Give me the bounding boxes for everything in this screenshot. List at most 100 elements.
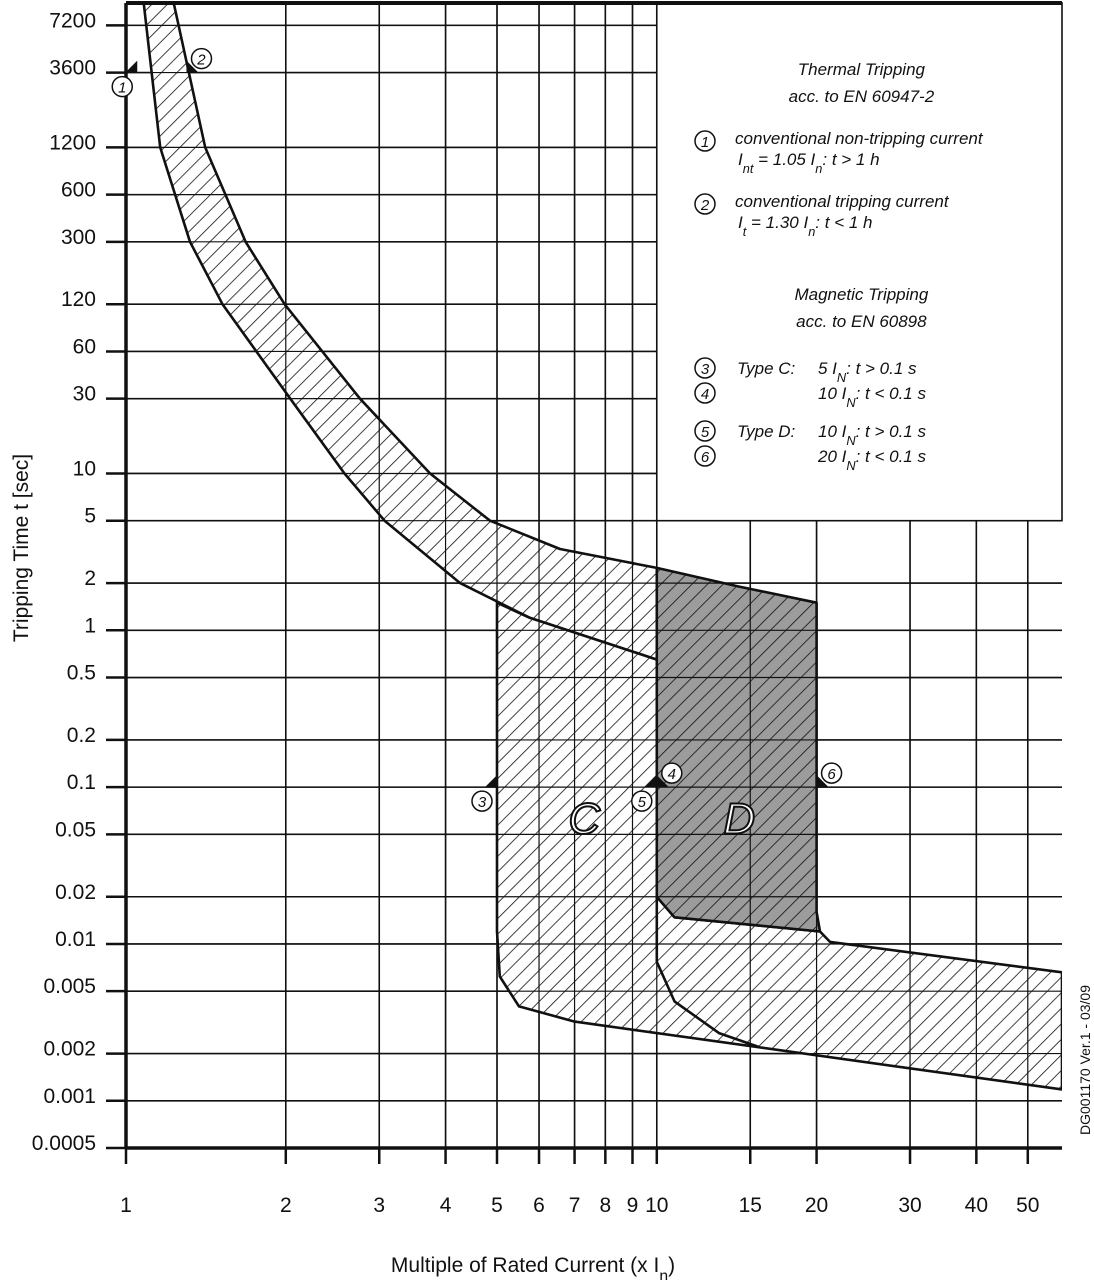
x-tick-label: 5 [491,1194,503,1217]
text-part: N [846,395,856,410]
marker-circle [694,130,716,152]
y-tick-label: 60 [73,335,96,358]
x-axis-label: Multiple of Rated Current (x In) [391,1254,675,1280]
y-axis-label: Tripping Time t [sec] [10,454,33,642]
notes-box [655,2,1063,522]
x-tick-label: 4 [440,1194,452,1217]
region [142,3,659,661]
note-formula: Int = 1.05 In: t > 1 h [738,150,880,176]
x-tick-label: 3 [373,1194,385,1217]
note-formula: 5 IN: t > 0.1 s [818,359,917,385]
y-tick-label: 600 [61,179,96,202]
text-part: N [846,433,856,448]
marker-circle [694,193,716,215]
x-tick-label: 8 [600,1194,612,1217]
marker-number: 3 [478,794,487,811]
marker-number: 2 [196,52,206,69]
marker-number: 6 [701,449,710,466]
text-part: : t > 0.1 s [846,359,917,378]
text-part: : t > 0.1 s [856,422,927,441]
y-tick-label: 0.02 [55,881,96,904]
note-formula: 20 IN: t < 0.1 s [817,447,926,473]
note-formula: It = 1.30 In: t < 1 h [738,213,872,239]
marker-number: 2 [700,197,710,214]
marker-circle [111,75,133,98]
marker-pointer [816,775,829,788]
marker-pointer [644,775,657,788]
note-formula: 10 IN: t < 0.1 s [818,384,926,410]
text-part: t [743,224,747,239]
x-tick-label: 10 [645,1194,668,1217]
text-part: 5 I [818,359,837,378]
note-formula: 10 IN: t > 0.1 s [818,422,926,448]
curve-layer [126,3,1062,1148]
marker-number: 5 [638,794,647,811]
x-tick-label: 7 [569,1194,581,1217]
marker-circle [694,382,716,404]
marker-number: 6 [827,766,836,783]
marker-number: 1 [701,134,709,151]
note-description: conventional non-tripping current [735,129,984,148]
y-tick-label: 30 [73,383,96,406]
y-tick-label: 10 [73,457,96,480]
text-part: n [815,161,822,176]
marker-pointer [125,60,138,73]
text-part: N [837,370,847,385]
text-part: : t < 0.1 s [856,384,927,403]
text-part: : t > 1 h [822,150,879,169]
note-type: Type C: [737,359,796,378]
y-tick-label: 0.1 [67,771,96,794]
marker-circle [694,357,716,379]
text-part: ) [668,1254,675,1277]
notes-title: Thermal Tripping [798,60,926,79]
side-note: DG001170 Ver.1 - 03/09 [1077,985,1093,1135]
y-tick-label: 0.002 [43,1038,96,1061]
y-tick-label: 1 [84,614,96,637]
marker-circle [631,790,653,812]
text-part: nt [743,161,754,176]
note-description: conventional tripping current [735,192,950,211]
y-tick-label: 120 [61,288,96,311]
text-part: = 1.30 I [746,213,808,232]
marker-circle [694,445,716,467]
text-part: n [659,1268,668,1280]
y-tick-label: 0.005 [43,975,96,998]
marker-number: 4 [668,766,676,783]
y-tick-label: 0.0005 [32,1132,96,1155]
text-part: I [738,150,743,169]
y-tick-label: 3600 [49,57,96,80]
y-tick-label: 2 [84,567,96,590]
marker-number: 4 [701,386,709,403]
text-part: Multiple of Rated Current (x I [391,1254,659,1277]
x-tick-label: 20 [805,1194,828,1217]
text-part: I [738,213,743,232]
marker-circle [820,762,843,784]
notes-standard: acc. to EN 60898 [796,312,927,331]
x-tick-label: 50 [1016,1194,1039,1217]
text-part: N [846,458,856,473]
x-tick-label: 40 [965,1194,988,1217]
marker-circle [471,790,493,812]
notes-title: Magnetic Tripping [794,285,928,304]
marker-number: 3 [701,361,710,378]
marker-circle [694,420,716,442]
y-tick-label: 1200 [49,131,96,154]
marker-pointer [485,775,498,788]
text-part: : t < 0.1 s [856,447,927,466]
x-tick-label: 15 [739,1194,762,1217]
marker-pointer [186,60,199,73]
y-tick-label: 0.01 [55,928,96,951]
y-tick-label: 0.05 [55,818,96,841]
y-tick-label: 0.2 [67,724,96,747]
region [655,566,822,933]
marker-pointer [656,775,669,788]
text-part: = 1.05 I [753,150,815,169]
text-part: 20 I [817,447,847,466]
x-tick-label: 1 [120,1194,132,1217]
marker-circle [190,47,213,70]
text-part: : t < 1 h [815,213,872,232]
text-part: n [808,224,815,239]
region-label: D [723,794,755,843]
y-tick-label: 0.5 [67,662,96,685]
